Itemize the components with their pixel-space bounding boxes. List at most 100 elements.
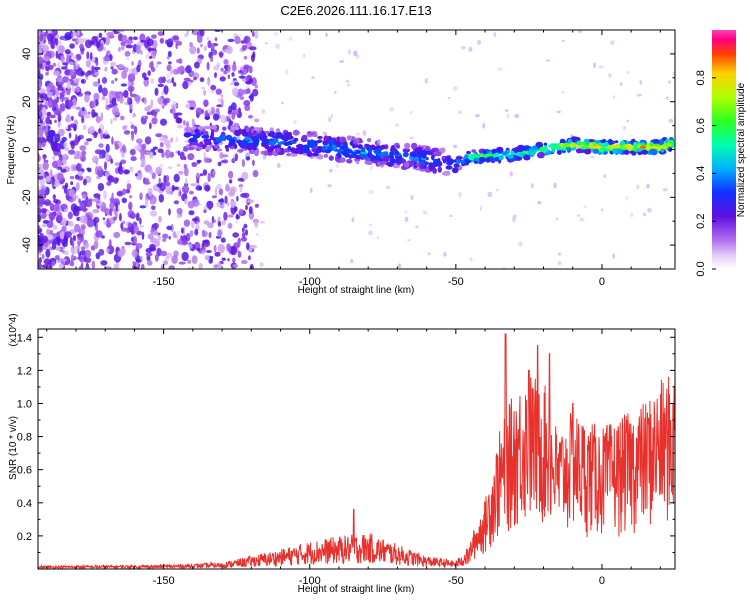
heatmap-cell xyxy=(77,170,84,176)
heatmap-cell xyxy=(518,145,526,152)
heatmap-cell xyxy=(53,233,60,238)
heatmap-cell xyxy=(181,185,190,194)
heatmap-cell xyxy=(38,56,44,64)
heatmap-cell xyxy=(241,227,245,233)
heatmap-cell xyxy=(203,220,210,225)
heatmap-cell xyxy=(217,221,222,227)
heatmap-cell xyxy=(119,95,124,104)
heatmap-cell xyxy=(57,40,62,45)
heatmap-cell xyxy=(129,166,134,173)
heatmap-cell xyxy=(223,211,228,221)
heatmap-cell xyxy=(247,146,252,150)
heatmap-cell xyxy=(256,233,259,236)
heatmap-cell xyxy=(177,150,181,156)
heatmap-cell xyxy=(346,158,353,164)
heatmap-cell xyxy=(240,40,246,44)
heatmap-cell xyxy=(641,149,649,155)
heatmap-cell xyxy=(389,158,393,164)
heatmap-cell xyxy=(322,131,327,136)
heatmap-cell xyxy=(268,140,277,146)
heatmap-cell xyxy=(374,149,382,155)
heatmap-cell xyxy=(146,255,151,262)
heatmap-cell xyxy=(336,148,342,154)
spectrogram-y-axis-label: Frequency (Hz) xyxy=(6,116,17,185)
heatmap-cell xyxy=(68,189,76,197)
heatmap-cell xyxy=(322,145,326,152)
heatmap-cell xyxy=(100,130,104,140)
heatmap-cell xyxy=(38,234,42,244)
heatmap-cell xyxy=(404,161,410,168)
heatmap-cell xyxy=(56,172,64,181)
heatmap-cell xyxy=(244,136,249,141)
heatmap-cell xyxy=(40,208,47,214)
heatmap-cell xyxy=(187,81,192,86)
heatmap-cell xyxy=(189,45,197,55)
heatmap-cell xyxy=(166,38,174,48)
heatmap-cell xyxy=(80,224,87,231)
heatmap-cell xyxy=(351,151,357,158)
y-tick-label: 0.8 xyxy=(17,432,32,444)
heatmap-cell xyxy=(59,104,63,111)
heatmap-cell xyxy=(561,39,565,43)
heatmap-cell xyxy=(613,95,616,99)
heatmap-cell xyxy=(140,158,146,166)
heatmap-cell xyxy=(122,165,125,172)
heatmap-cell xyxy=(576,214,581,217)
heatmap-cell xyxy=(135,44,141,55)
heatmap-cell xyxy=(166,79,173,84)
heatmap-cell xyxy=(630,212,634,218)
heatmap-cell xyxy=(555,146,564,151)
heatmap-cell xyxy=(134,173,138,177)
heatmap-cell xyxy=(80,51,84,55)
heatmap-cell xyxy=(49,119,52,125)
heatmap-cell xyxy=(407,239,412,242)
heatmap-cell xyxy=(314,140,318,147)
heatmap-cell xyxy=(107,104,114,108)
heatmap-cell xyxy=(293,120,297,125)
heatmap-cell xyxy=(389,151,395,157)
heatmap-cell xyxy=(230,146,234,150)
heatmap-cell xyxy=(38,67,41,72)
heatmap-cell xyxy=(323,135,329,142)
heatmap-cell xyxy=(164,149,171,159)
heatmap-cell xyxy=(195,181,201,187)
heatmap-cell xyxy=(113,177,119,184)
heatmap-cell xyxy=(285,135,294,140)
heatmap-cell xyxy=(487,191,493,198)
heatmap-cell xyxy=(217,161,222,167)
heatmap-cell xyxy=(79,202,85,209)
heatmap-cell xyxy=(198,186,202,191)
heatmap-cell xyxy=(168,151,172,154)
heatmap-cell xyxy=(50,138,54,145)
heatmap-cell xyxy=(328,155,334,161)
heatmap-cell xyxy=(509,171,513,177)
heatmap-cell xyxy=(210,89,215,94)
heatmap-cell xyxy=(46,228,51,235)
heatmap-cell xyxy=(479,205,482,211)
heatmap-cell xyxy=(556,110,561,114)
heatmap-cell xyxy=(246,242,250,250)
heatmap-cell xyxy=(187,153,195,161)
heatmap-cell xyxy=(216,201,221,208)
heatmap-cell xyxy=(187,259,192,264)
heatmap-cell xyxy=(145,252,153,257)
heatmap-cell xyxy=(396,144,400,149)
heatmap-cell xyxy=(143,78,149,87)
heatmap-cell xyxy=(204,110,209,118)
heatmap-cell xyxy=(627,146,634,151)
heatmap-cell xyxy=(95,60,99,66)
heatmap-cell xyxy=(103,56,111,62)
heatmap-cell xyxy=(114,112,121,116)
heatmap-cell xyxy=(75,182,80,191)
heatmap-cell xyxy=(233,82,240,87)
heatmap-cell xyxy=(66,80,72,90)
heatmap-cell xyxy=(71,54,77,60)
heatmap-cell xyxy=(84,242,89,249)
heatmap-cell xyxy=(74,223,81,233)
heatmap-cell xyxy=(131,212,136,219)
heatmap-cell xyxy=(261,143,269,148)
heatmap-cell xyxy=(668,118,674,123)
y-tick-label: -20 xyxy=(21,189,33,205)
heatmap-cell xyxy=(241,159,245,168)
